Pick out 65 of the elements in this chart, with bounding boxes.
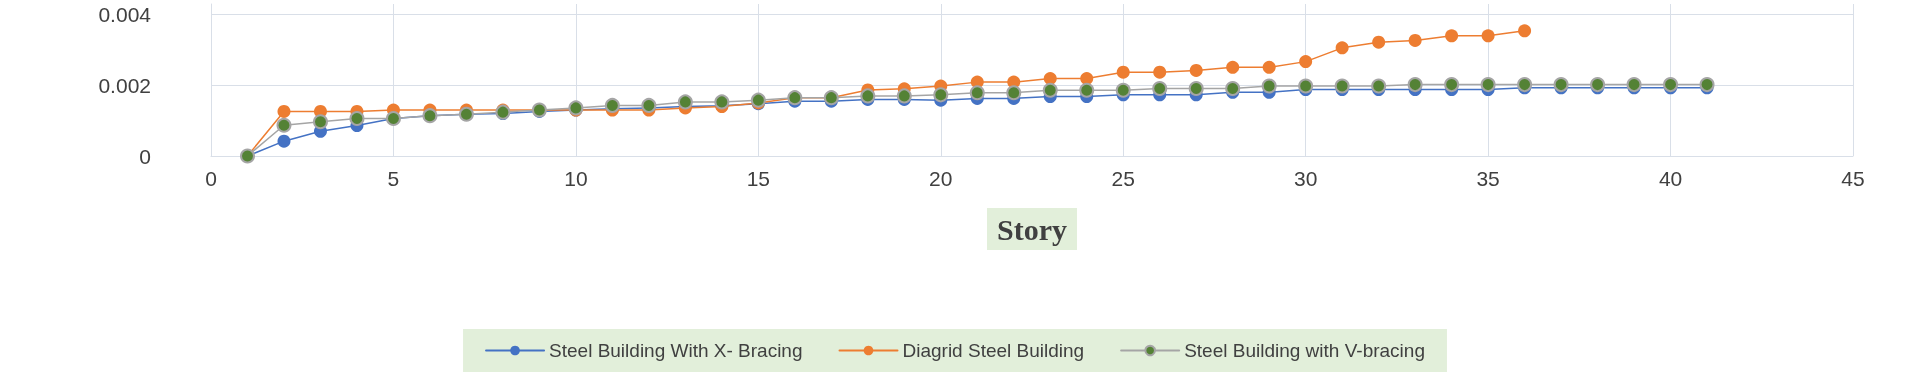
- point: [1079, 82, 1095, 98]
- legend-label: Diagrid Steel Building: [902, 340, 1085, 361]
- point: [1115, 82, 1131, 98]
- point: [1445, 29, 1459, 43]
- x-tick-label: 25: [1111, 167, 1135, 190]
- point: [1189, 63, 1203, 77]
- point: [969, 85, 985, 101]
- point: [714, 94, 730, 110]
- point: [1226, 60, 1240, 74]
- x-tick-label: 45: [1841, 167, 1865, 190]
- point: [1372, 35, 1386, 49]
- point: [312, 114, 328, 130]
- point: [1481, 29, 1495, 43]
- point: [1626, 77, 1642, 93]
- point: [677, 94, 693, 110]
- point: [1480, 77, 1496, 93]
- point: [1299, 55, 1313, 69]
- x-tick-label: 5: [387, 167, 400, 190]
- point: [933, 87, 949, 103]
- point: [1080, 72, 1094, 86]
- x-tick-label: 15: [746, 167, 771, 190]
- legend-label: Steel Building with V-bracing: [1184, 340, 1425, 361]
- point: [1042, 82, 1058, 98]
- point: [1663, 77, 1679, 93]
- x-tick-label: 40: [1658, 167, 1683, 190]
- point: [750, 92, 766, 108]
- y-tick-label: 0.002: [98, 73, 151, 97]
- point: [1518, 24, 1532, 38]
- point: [1006, 85, 1022, 101]
- point: [1262, 60, 1276, 74]
- point: [277, 104, 291, 118]
- point: [1335, 41, 1349, 55]
- point: [1261, 78, 1277, 94]
- point: [1152, 80, 1168, 96]
- legend-label: Steel Building With X- Bracing: [549, 340, 803, 361]
- point: [1153, 65, 1167, 79]
- x-tick-label: 10: [564, 167, 588, 190]
- point: [1699, 77, 1715, 93]
- x-tick-label: 30: [1293, 167, 1318, 190]
- point: [1408, 33, 1422, 47]
- x-tick-label: 35: [1476, 167, 1500, 190]
- y-tick-label: 0: [139, 144, 151, 168]
- point: [896, 88, 912, 104]
- x-tick-label: 0: [205, 167, 217, 190]
- point: [860, 88, 876, 104]
- point: [641, 97, 657, 113]
- point: [604, 97, 620, 113]
- point: [1590, 77, 1606, 93]
- point: [277, 134, 291, 148]
- x-tick-label: 20: [929, 167, 953, 190]
- point: [1517, 77, 1533, 93]
- point: [1188, 80, 1204, 96]
- x-axis-title: Story: [997, 212, 1067, 246]
- point: [1553, 77, 1569, 93]
- point: [1371, 78, 1387, 94]
- point: [349, 111, 365, 127]
- point: [1334, 78, 1350, 94]
- point: [1043, 72, 1057, 86]
- point: [1298, 78, 1314, 94]
- point: [276, 117, 292, 133]
- point: [1116, 65, 1130, 79]
- point: [1444, 77, 1460, 93]
- y-tick-label: 0.004: [98, 3, 152, 27]
- point: [1407, 77, 1423, 93]
- point: [1225, 80, 1241, 96]
